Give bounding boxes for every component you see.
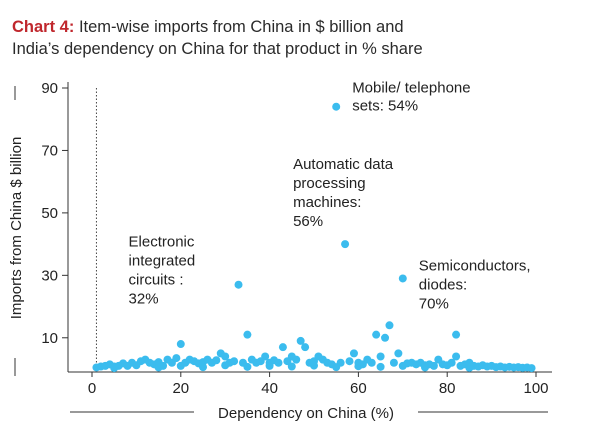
- scatter-point: [354, 362, 363, 371]
- scatter-point: [278, 343, 287, 352]
- annotation-line: circuits :: [129, 272, 184, 289]
- y-tick-label: 10: [41, 330, 58, 347]
- x-tick-label: 40: [261, 380, 278, 397]
- x-tick-label: 80: [439, 380, 456, 397]
- scatter-point: [398, 274, 407, 283]
- scatter-point: [230, 357, 239, 366]
- y-tick-label: 50: [41, 205, 58, 222]
- annotation-line: Semiconductors,: [419, 257, 531, 274]
- scatter-point: [389, 358, 398, 367]
- scatter-point: [367, 358, 376, 367]
- scatter-point: [154, 363, 163, 372]
- scatter-point: [172, 354, 181, 363]
- annotation-line: Automatic data: [293, 156, 394, 173]
- scatter-point: [452, 352, 461, 361]
- scatter-point: [421, 363, 429, 372]
- annotation-line: sets: 54%: [352, 98, 418, 115]
- axis-labels: Dependency on China (%) Imports from Chi…: [8, 137, 394, 422]
- annotation-line: Mobile/ telephone: [352, 80, 470, 97]
- x-axis-label: Dependency on China (%): [218, 405, 394, 422]
- scatter-point: [349, 349, 358, 358]
- annotation-line: processing: [293, 175, 366, 192]
- chart-title-line1: Item-wise imports from China in $ billio…: [78, 18, 404, 36]
- scatter-point: [385, 321, 394, 330]
- scatter-point: [256, 357, 265, 366]
- annotation-label: Semiconductors, diodes: 70%: [419, 257, 531, 312]
- scatter-point: [310, 361, 318, 370]
- scatter-point: [265, 361, 274, 370]
- scatter-point: [341, 240, 350, 249]
- chart-axes: 10 30 50 70 90 0 20 40 60 80 100: [14, 80, 552, 413]
- y-tick-label: 90: [41, 80, 58, 97]
- scatter-point: [332, 102, 341, 111]
- annotation-label: Automatic data processing machines: 56%: [293, 156, 394, 230]
- x-tick-label: 0: [88, 380, 96, 397]
- x-tick-label: 60: [350, 380, 367, 397]
- annotation-line: 70%: [419, 295, 449, 312]
- annotation-line: machines:: [293, 194, 361, 211]
- scatter-point: [296, 336, 305, 345]
- annotation-line: 32%: [129, 291, 159, 308]
- scatter-point: [372, 330, 381, 339]
- scatter-point: [394, 349, 403, 358]
- chart-title-line2: India’s dependency on China for that pro…: [12, 40, 423, 58]
- data-points: [92, 102, 536, 373]
- scatter-point: [110, 364, 119, 373]
- scatter-point: [452, 330, 461, 339]
- scatter-point: [243, 330, 252, 339]
- scatter-point: [221, 361, 230, 370]
- annotation-label: Electronic integrated circuits : 32%: [129, 234, 196, 308]
- scatter-point: [221, 352, 230, 361]
- scatter-point: [332, 363, 341, 372]
- scatter-point: [287, 362, 296, 371]
- scatter-point: [199, 363, 207, 372]
- scatter-point: [283, 357, 292, 366]
- scatter-point: [301, 343, 310, 352]
- scatter-point: [176, 340, 185, 349]
- scatter-point: [345, 357, 354, 366]
- y-tick-label: 30: [41, 267, 58, 284]
- scatter-point: [429, 361, 438, 370]
- scatter-point: [376, 362, 385, 371]
- scatter-point: [243, 362, 252, 371]
- scatter-point: [465, 363, 474, 372]
- scatter-point: [212, 356, 221, 365]
- annotation-line: Electronic: [129, 234, 195, 251]
- scatter-point: [398, 361, 407, 370]
- scatter-point: [376, 352, 385, 361]
- annotation-line: diodes:: [419, 276, 467, 293]
- x-tick-label: 100: [523, 380, 548, 397]
- scatter-point: [274, 358, 283, 367]
- y-tick-label: 70: [41, 142, 58, 159]
- scatter-point: [234, 280, 243, 289]
- point-annotations: Mobile/ telephone sets: 54% Automatic data…: [129, 80, 531, 313]
- scatter-point: [176, 361, 185, 370]
- y-axis-label: Imports from China $ billion: [8, 137, 25, 320]
- annotation-label: Mobile/ telephone sets: 54%: [352, 80, 470, 115]
- chart-title-lead: Chart 4:: [12, 18, 75, 36]
- x-tick-label: 20: [172, 380, 189, 397]
- scatter-point: [447, 358, 456, 367]
- scatter-point: [527, 364, 536, 373]
- annotation-line: 56%: [293, 213, 323, 230]
- scatter-point: [292, 355, 301, 364]
- scatter-point: [381, 333, 390, 342]
- annotation-line: integrated: [129, 253, 196, 270]
- chart-title: Chart 4: Item-wise imports from China in…: [12, 16, 592, 60]
